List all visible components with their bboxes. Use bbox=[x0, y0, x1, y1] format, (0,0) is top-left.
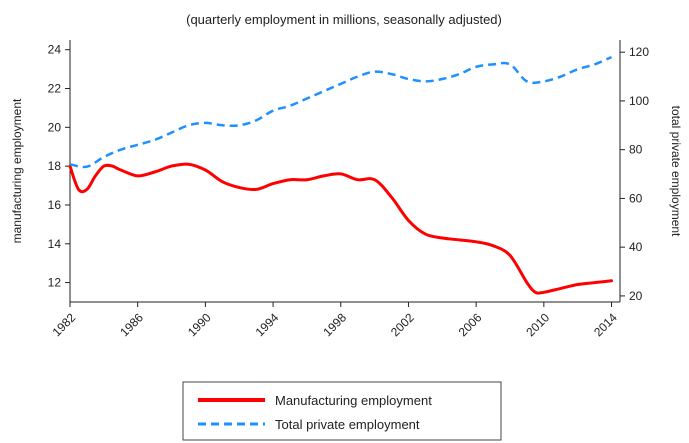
y-left-tick-label: 12 bbox=[48, 276, 62, 290]
y-right-tick-label: 40 bbox=[629, 240, 643, 254]
x-tick-label: 2006 bbox=[456, 310, 485, 339]
legend-label-manufacturing: Manufacturing employment bbox=[275, 393, 432, 408]
x-axis-ticks: 1982 1986 1990 1994 1998 2002 2006 2010 2014 bbox=[50, 302, 620, 339]
x-tick-label: 2002 bbox=[388, 310, 417, 339]
x-tick-label: 1990 bbox=[185, 310, 214, 339]
legend: Manufacturing employment Total private e… bbox=[182, 381, 502, 441]
y-left-tick-label: 22 bbox=[48, 82, 62, 96]
y-right-tick-label: 120 bbox=[629, 45, 649, 59]
y-left-axis-ticks: 12 14 16 18 20 22 24 bbox=[48, 43, 70, 290]
y-right-tick-label: 100 bbox=[629, 94, 649, 108]
x-tick-label: 1986 bbox=[117, 310, 146, 339]
plot-area bbox=[69, 40, 621, 303]
x-tick-label: 1998 bbox=[320, 310, 349, 339]
series-line-total-private bbox=[69, 55, 612, 169]
x-tick-label: 1994 bbox=[253, 310, 282, 339]
chart-subtitle: (quarterly employment in millions, seaso… bbox=[186, 12, 502, 27]
y-left-tick-label: 14 bbox=[48, 237, 62, 251]
y-right-tick-label: 20 bbox=[629, 289, 643, 303]
legend-label-total-private: Total private employment bbox=[275, 417, 420, 432]
y-left-tick-label: 18 bbox=[48, 159, 62, 173]
legend-box bbox=[182, 381, 502, 441]
y-left-tick-label: 16 bbox=[48, 198, 62, 212]
y-right-tick-label: 80 bbox=[629, 143, 643, 157]
y-right-tick-label: 60 bbox=[629, 191, 643, 205]
y-right-axis-label: total private employment bbox=[669, 106, 683, 237]
x-tick-label: 2010 bbox=[523, 310, 552, 339]
y-left-tick-label: 24 bbox=[48, 43, 62, 57]
y-right-axis-ticks: 20 40 60 80 100 120 bbox=[620, 45, 649, 303]
y-left-axis-label: manufacturing employment bbox=[10, 98, 24, 243]
x-tick-label: 2014 bbox=[591, 310, 620, 339]
series-layer bbox=[68, 55, 613, 295]
series-line-manufacturing bbox=[68, 162, 613, 295]
y-left-tick-label: 20 bbox=[48, 120, 62, 134]
x-tick-label: 1982 bbox=[50, 310, 79, 339]
